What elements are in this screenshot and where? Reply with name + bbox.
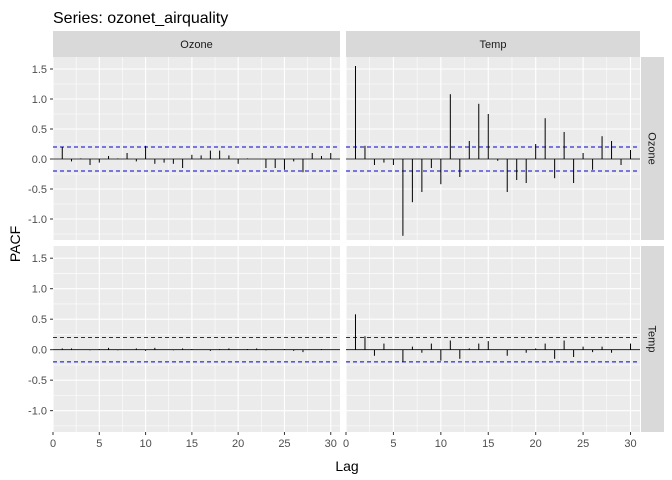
panel-background (346, 246, 640, 432)
y-tick-label: 1.0 (32, 94, 47, 106)
chart-title: Series: ozonet_airquality (53, 10, 228, 27)
x-tick-label: 5 (390, 438, 396, 450)
facet-panel (52, 57, 340, 240)
y-tick-label: 0.0 (32, 154, 47, 166)
y-tick-label: 1.5 (32, 64, 47, 76)
x-tick-label: 10 (435, 438, 447, 450)
panel-background (53, 246, 340, 432)
y-tick-label: 0.0 (32, 345, 47, 357)
facet-strip-col-label: Ozone (180, 39, 212, 51)
facet-strip-row-label: Temp (646, 326, 658, 353)
x-tick-label: 5 (96, 438, 102, 450)
x-tick-label: 15 (482, 438, 494, 450)
x-tick-label: 0 (343, 438, 349, 450)
x-tick-label: 20 (530, 438, 542, 450)
y-axis-label: PACF (7, 226, 23, 262)
x-tick-label: 0 (50, 438, 56, 450)
facet-panel (345, 246, 640, 432)
facet-strip-col (53, 31, 340, 57)
x-tick-label: 25 (278, 438, 290, 450)
facet-panel (52, 246, 340, 432)
x-tick-label: 30 (325, 438, 337, 450)
x-axis-label: Lag (335, 458, 358, 474)
facet-panel (345, 57, 640, 240)
x-tick-label: 20 (232, 438, 244, 450)
facet-strip-col (346, 31, 640, 57)
y-tick-label: 1.0 (32, 284, 47, 296)
facet-panels: Ozone Temp Ozone Temp -1.0 -0.5 0.0 0.5 1.0 1.5 -1… (28, 31, 664, 450)
panel-background (53, 57, 340, 240)
y-tick-label: -1.0 (28, 406, 47, 418)
x-tick-label: 30 (624, 438, 636, 450)
y-tick-label: 0.5 (32, 314, 47, 326)
y-tick-label: 0.5 (32, 124, 47, 136)
facet-strip-row (641, 57, 664, 240)
facet-strip-row-label: Ozone (646, 132, 658, 164)
y-tick-label: -1.0 (28, 214, 47, 226)
facet-strip-col-label: Temp (480, 39, 507, 51)
x-tick-label: 10 (139, 438, 151, 450)
x-tick-label: 15 (186, 438, 198, 450)
y-tick-label: -0.5 (28, 184, 47, 196)
y-tick-label: -0.5 (28, 375, 47, 387)
facet-strip-row (641, 246, 664, 432)
panel-background (346, 57, 640, 240)
x-tick-label: 25 (577, 438, 589, 450)
y-tick-label: 1.5 (32, 253, 47, 265)
